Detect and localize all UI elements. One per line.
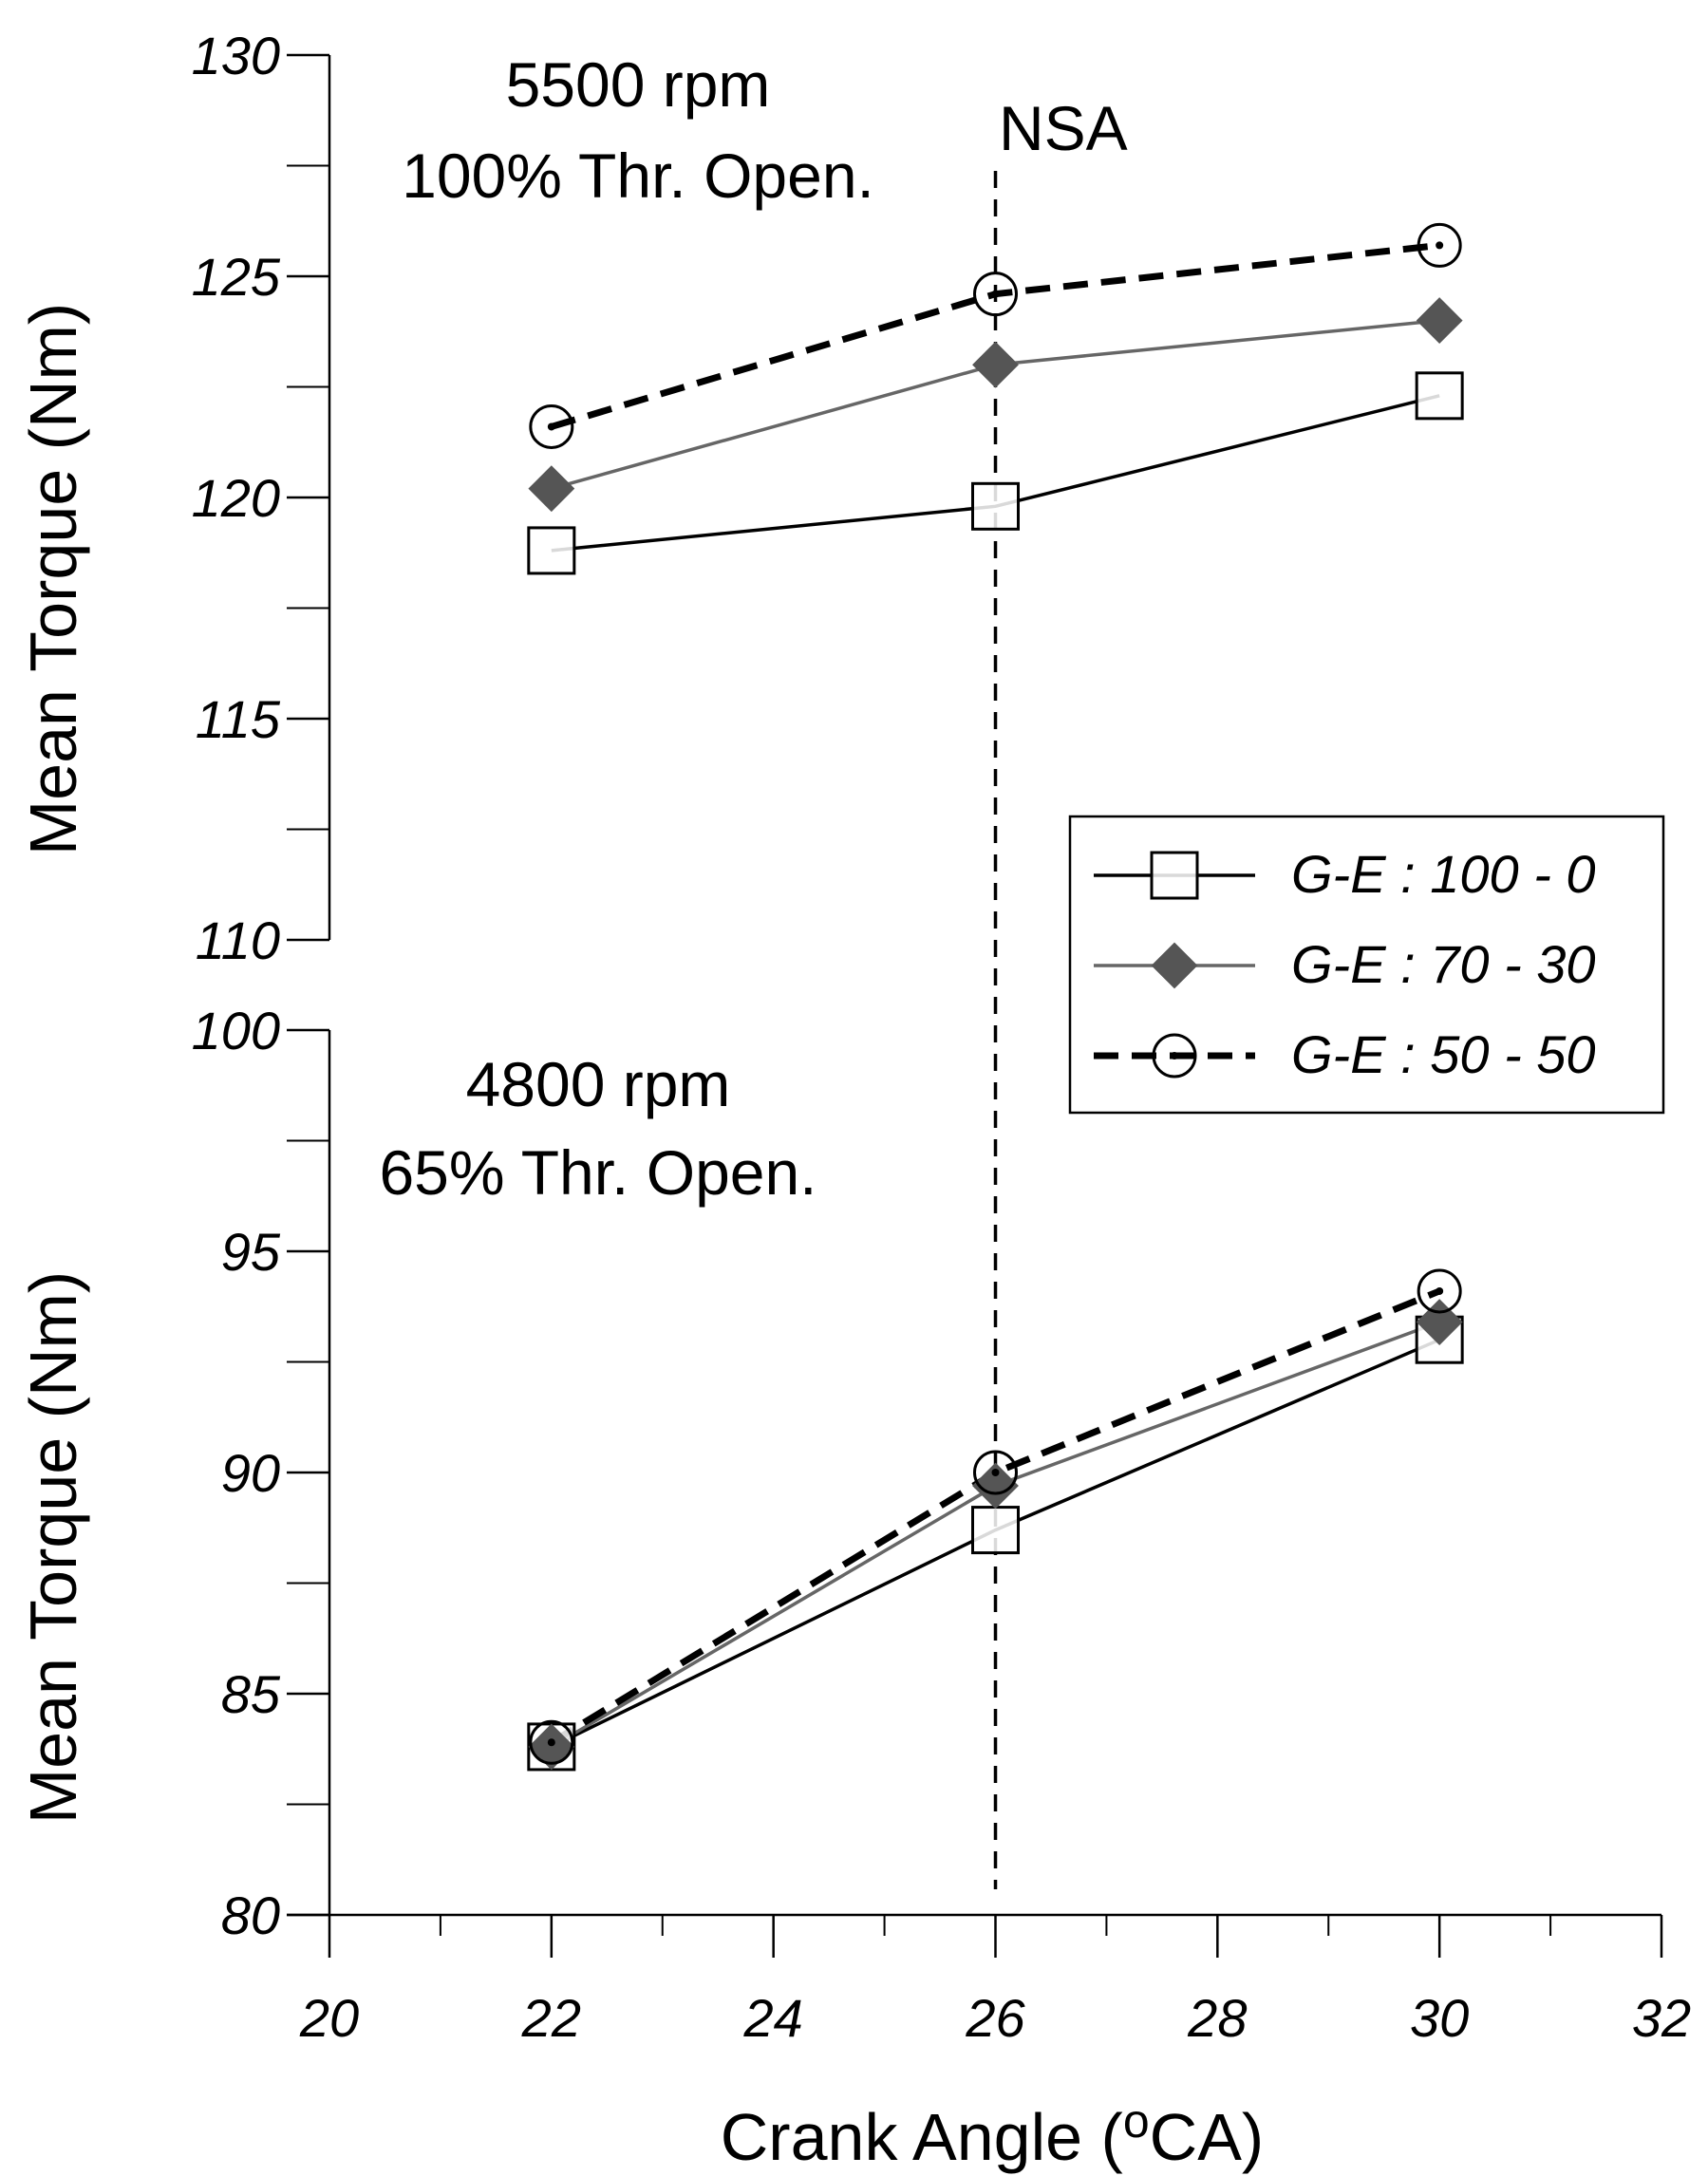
y-tick-label-bottom: 80 bbox=[221, 1885, 280, 1945]
x-tick-label: 22 bbox=[521, 1988, 581, 2048]
xlabel: Crank Angle (oCA) bbox=[721, 2094, 1264, 2174]
legend-marker-2 bbox=[1152, 1033, 1197, 1079]
legend-label-1: G-E : 70 - 30 bbox=[1291, 934, 1596, 994]
point-bottom-2-2-ring bbox=[1417, 1268, 1462, 1314]
point-bottom-0-1 bbox=[971, 1506, 1020, 1555]
bottom-title-line2: 65% Thr. Open. bbox=[379, 1137, 816, 1208]
top-title-line2: 100% Thr. Open. bbox=[402, 141, 874, 211]
legend-label-2: G-E : 50 - 50 bbox=[1291, 1024, 1596, 1084]
point-top-1-2 bbox=[1416, 297, 1463, 345]
y-tick-label-bottom: 85 bbox=[221, 1664, 281, 1724]
y-tick-label-bottom: 90 bbox=[221, 1443, 280, 1503]
point-top-2-2-dot bbox=[1436, 241, 1444, 250]
y-tick-label-bottom: 100 bbox=[192, 1001, 280, 1060]
y-tick-label-top: 125 bbox=[192, 247, 281, 307]
y-tick-label-bottom: 95 bbox=[221, 1222, 281, 1282]
legend-marker-0 bbox=[1150, 851, 1199, 900]
x-tick-label: 28 bbox=[1187, 1988, 1247, 2048]
y-tick-label-top: 130 bbox=[192, 26, 280, 85]
point-top-2-0-dot bbox=[547, 422, 555, 431]
legend-marker-2-dot bbox=[1171, 1052, 1178, 1060]
x-tick-label: 30 bbox=[1410, 1988, 1469, 2048]
point-top-2-2-ring bbox=[1417, 222, 1462, 268]
bottom-ylabel: Mean Torque (Nm) bbox=[16, 1271, 90, 1824]
point-top-1-1 bbox=[972, 341, 1019, 388]
point-bottom-2-0-dot bbox=[547, 1738, 555, 1747]
point-top-2-2 bbox=[1417, 222, 1462, 268]
x-tick-label: 24 bbox=[743, 1988, 803, 2048]
point-bottom-2-2-dot bbox=[1436, 1286, 1444, 1295]
x-tick-label: 32 bbox=[1632, 1988, 1691, 2048]
point-top-0-2 bbox=[1415, 371, 1464, 421]
point-bottom-1-2 bbox=[1416, 1299, 1463, 1345]
point-bottom-2-1-ring bbox=[973, 1450, 1018, 1495]
point-bottom-1-1 bbox=[972, 1462, 1019, 1510]
y-tick-label-top: 115 bbox=[196, 689, 281, 749]
nsa-label: NSA bbox=[999, 93, 1128, 163]
point-bottom-2-2 bbox=[1417, 1268, 1462, 1314]
x-tick-label: 26 bbox=[965, 1988, 1025, 2048]
legend: G-E : 100 - 0 G-E : 70 - 30 G-E : 50 - 5… bbox=[1068, 815, 1665, 1115]
point-top-2-0 bbox=[529, 403, 574, 449]
point-bottom-2-1 bbox=[973, 1450, 1018, 1495]
xlabel-sup: o bbox=[1123, 2094, 1150, 2148]
x-tick-label: 20 bbox=[299, 1988, 359, 2048]
y-tick-label-top: 110 bbox=[196, 910, 280, 970]
legend-label-0: G-E : 100 - 0 bbox=[1291, 844, 1596, 904]
point-top-0-1 bbox=[971, 481, 1020, 531]
top-ylabel: Mean Torque (Nm) bbox=[16, 303, 90, 855]
xlabel-main: Crank Angle ( bbox=[721, 2100, 1123, 2174]
series-group bbox=[527, 222, 1464, 1772]
legend-samples bbox=[1094, 851, 1255, 1079]
point-top-0-0 bbox=[527, 526, 576, 575]
bottom-title-line1: 4800 rpm bbox=[466, 1049, 731, 1119]
legend-marker-1 bbox=[1151, 942, 1198, 989]
top-title-line1: 5500 rpm bbox=[506, 49, 771, 120]
point-top-2-1-dot bbox=[991, 290, 1000, 298]
point-top-1-0 bbox=[528, 465, 575, 513]
point-bottom-2-0-ring bbox=[529, 1719, 574, 1765]
y-tick-label-top: 120 bbox=[192, 468, 280, 528]
legend-marker-2-ring bbox=[1152, 1033, 1197, 1079]
point-bottom-2-1-dot bbox=[991, 1469, 1000, 1476]
point-top-2-1-ring bbox=[973, 272, 1018, 317]
point-top-2-0-ring bbox=[529, 403, 574, 449]
point-bottom-1-0 bbox=[528, 1723, 575, 1771]
xlabel-end: CA) bbox=[1150, 2100, 1265, 2174]
point-bottom-2-0 bbox=[529, 1719, 574, 1765]
point-top-2-1 bbox=[973, 272, 1018, 317]
series-line-bottom-2 bbox=[550, 1287, 1441, 1746]
axes: 110 115 120 125 130 80 85 90 95 100 20 22 24 26 28 30 32 bbox=[192, 26, 1692, 2048]
